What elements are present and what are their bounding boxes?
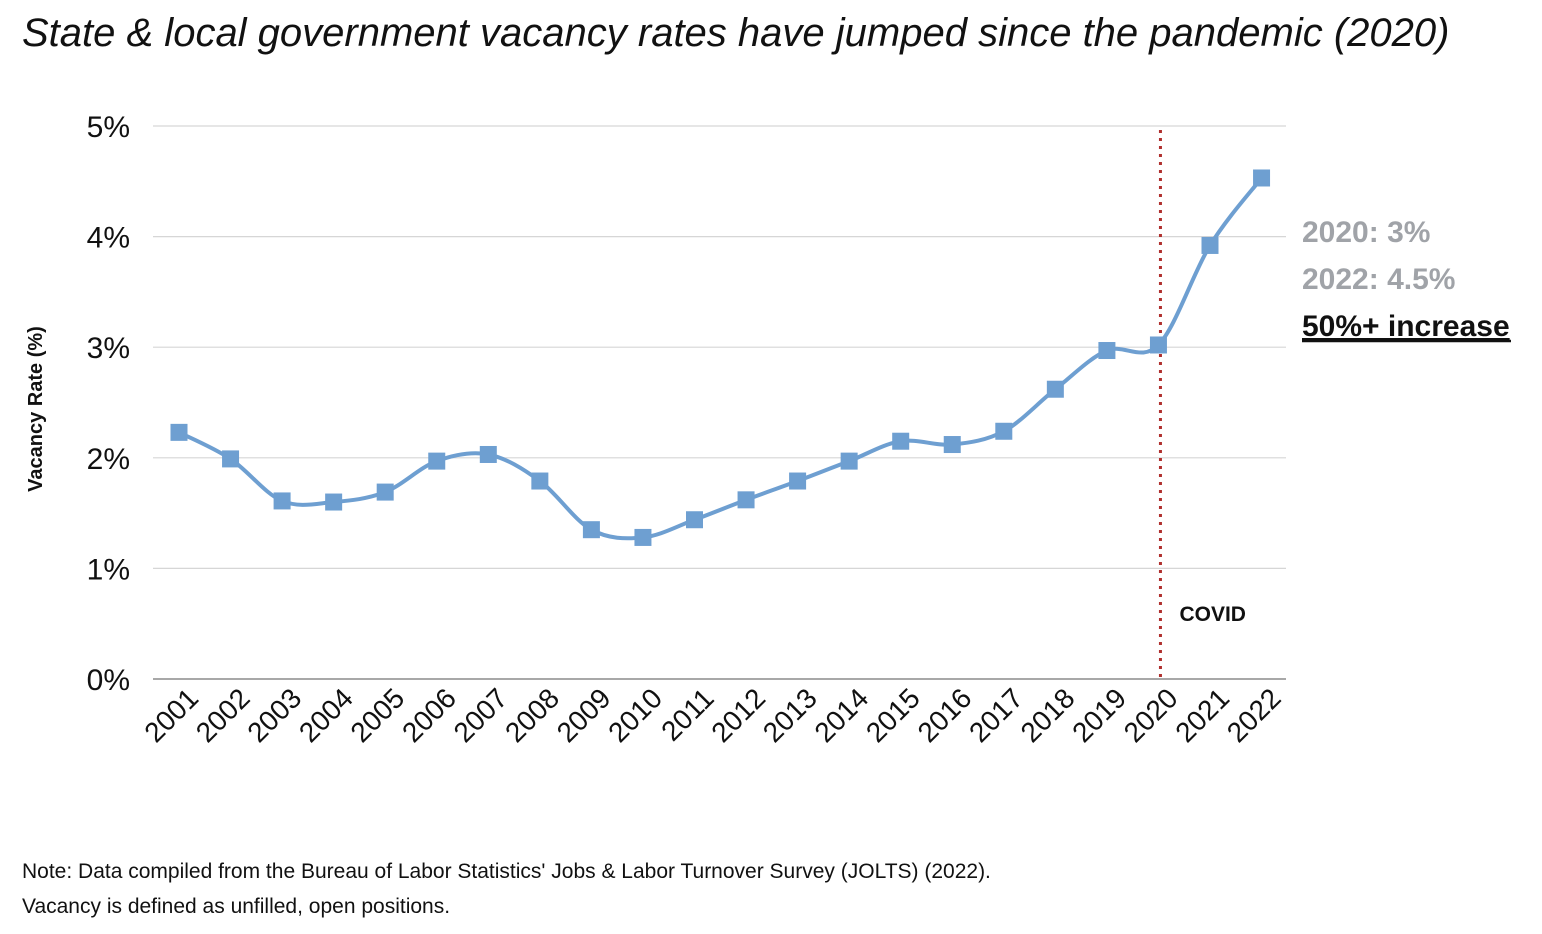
data-point — [1201, 236, 1219, 254]
data-point — [634, 528, 652, 546]
x-tick-label: 2019 — [1066, 682, 1132, 748]
annotation-2022: 2022: 4.5% — [1302, 263, 1455, 296]
data-point — [840, 452, 858, 470]
x-tick-label: 2015 — [860, 682, 926, 748]
y-axis-ticks: 0% 1% 2% 3% 4% 5% — [87, 111, 130, 697]
x-tick-label: 2004 — [293, 682, 359, 748]
data-point — [789, 472, 807, 490]
y-axis-label: Vacancy Rate (%) — [25, 326, 47, 492]
data-point — [686, 511, 703, 529]
data-point — [1149, 336, 1167, 354]
annotation-2020: 2020: 3% — [1302, 216, 1430, 249]
x-tick-label: 2002 — [190, 682, 256, 748]
data-point — [1098, 342, 1116, 360]
x-tick-label: 2011 — [655, 682, 720, 747]
x-tick-label: 2001 — [138, 682, 204, 748]
series-markers — [170, 169, 1271, 546]
x-tick-label: 2005 — [344, 682, 410, 748]
y-tick-label: 4% — [87, 222, 130, 255]
data-point — [428, 452, 446, 470]
x-tick-label: 2017 — [963, 682, 1029, 748]
x-tick-label: 2003 — [241, 682, 307, 748]
data-point — [531, 472, 549, 490]
y-tick-label: 5% — [87, 111, 130, 144]
data-point — [892, 432, 910, 450]
x-tick-label: 2014 — [808, 682, 874, 748]
x-tick-label: 2013 — [757, 682, 823, 748]
gridlines — [153, 125, 1286, 570]
note-line-1: Note: Data compiled from the Bureau of L… — [22, 860, 991, 883]
x-tick-label: 2021 — [1169, 682, 1235, 748]
data-point — [170, 423, 188, 441]
data-point — [1046, 380, 1064, 398]
data-point — [737, 491, 755, 509]
data-point — [995, 422, 1013, 440]
data-point — [1253, 169, 1271, 187]
x-tick-label: 2010 — [602, 682, 668, 748]
data-point — [943, 436, 961, 454]
data-point — [582, 521, 600, 539]
data-point — [376, 483, 394, 501]
x-axis-ticks: 2001200220032004200520062007200820092010… — [138, 682, 1287, 748]
x-tick-label: 2018 — [1015, 682, 1081, 748]
chart-title: State & local government vacancy rates h… — [22, 11, 1449, 55]
y-tick-label: 2% — [87, 443, 130, 476]
y-tick-label: 0% — [87, 664, 130, 697]
y-tick-label: 3% — [87, 332, 130, 365]
y-tick-label: 1% — [87, 553, 130, 586]
note-line-2: Vacancy is defined as unfilled, open pos… — [22, 895, 450, 918]
x-tick-label: 2008 — [499, 682, 565, 748]
x-tick-label: 2012 — [705, 682, 771, 748]
x-tick-label: 2016 — [912, 682, 978, 748]
data-point — [325, 493, 343, 511]
data-point — [273, 492, 291, 510]
covid-label: COVID — [1179, 603, 1246, 626]
data-point — [222, 450, 240, 468]
x-tick-label: 2022 — [1221, 682, 1287, 748]
x-tick-label: 2020 — [1118, 682, 1184, 748]
data-point — [479, 445, 497, 463]
x-tick-label: 2007 — [448, 682, 514, 748]
x-tick-label: 2009 — [551, 682, 617, 748]
x-tick-label: 2006 — [396, 682, 462, 748]
annotation-increase: 50%+ increase — [1302, 310, 1510, 343]
